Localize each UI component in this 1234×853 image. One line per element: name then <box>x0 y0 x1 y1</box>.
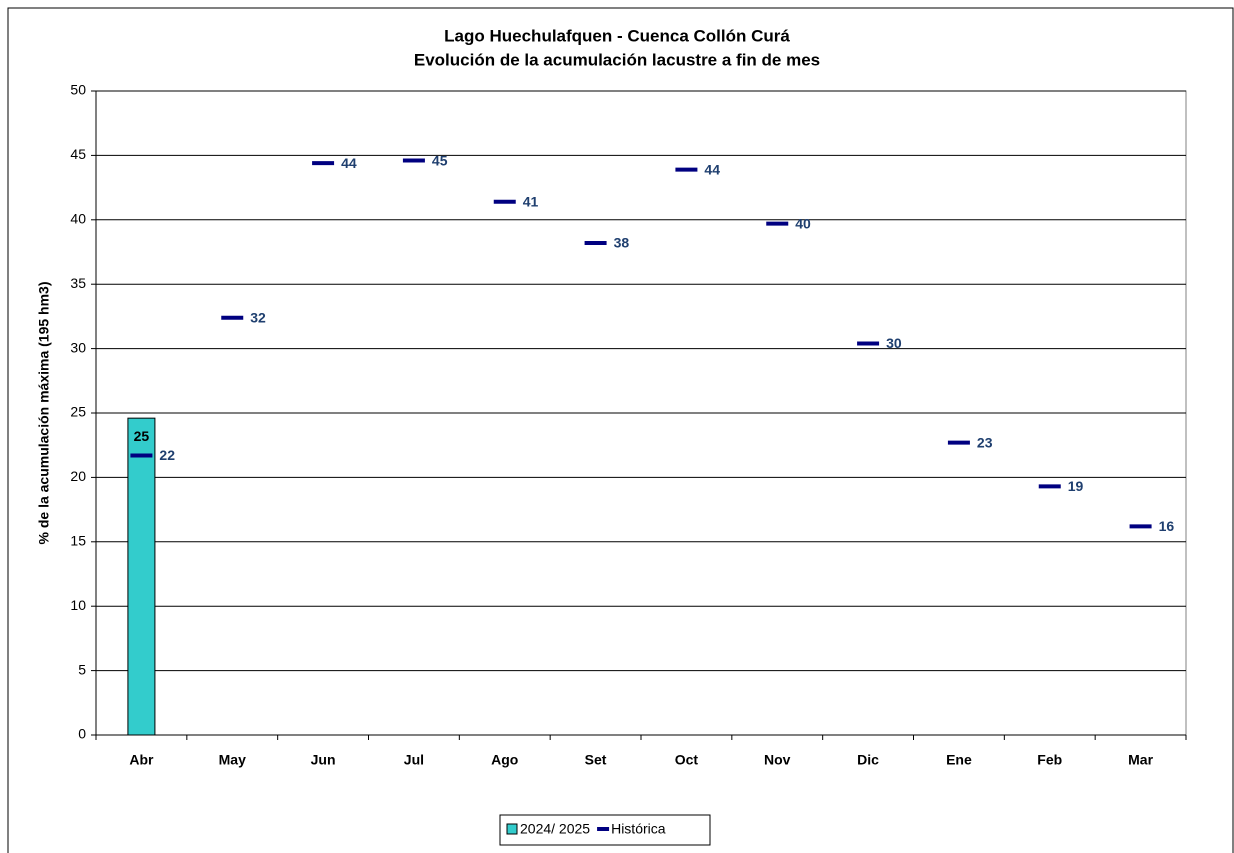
marker-value-label: 16 <box>1159 518 1175 534</box>
legend-label: Histórica <box>611 821 666 837</box>
y-tick-label: 45 <box>70 146 86 162</box>
marker-value-label: 30 <box>886 335 902 351</box>
x-tick-label: Oct <box>675 752 699 768</box>
marker-value-label: 41 <box>523 193 539 209</box>
y-axis-label: % de la acumulación máxima (195 hm3) <box>36 282 52 545</box>
x-tick-label: Dic <box>857 752 879 768</box>
x-tick-label: Jul <box>404 752 424 768</box>
legend-swatch <box>506 823 518 835</box>
x-tick-label: Jun <box>311 752 336 768</box>
y-tick-label: 20 <box>70 468 86 484</box>
y-tick-label: 5 <box>78 661 86 677</box>
marker-value-label: 44 <box>704 161 720 177</box>
x-tick-label: Set <box>585 752 607 768</box>
x-tick-label: May <box>219 752 246 768</box>
marker-value-label: 19 <box>1068 478 1084 494</box>
y-tick-label: 15 <box>70 533 86 549</box>
x-tick-label: Abr <box>129 752 154 768</box>
marker-value-label: 32 <box>250 309 266 325</box>
y-tick-label: 40 <box>70 211 86 227</box>
marker-value-label: 44 <box>341 155 357 171</box>
marker-value-label: 22 <box>159 447 175 463</box>
y-tick-label: 35 <box>70 275 86 291</box>
x-tick-label: Nov <box>764 752 791 768</box>
y-tick-label: 30 <box>70 339 86 355</box>
chart-subtitle: Evolución de la acumulación lacustre a f… <box>414 50 820 69</box>
marker-value-label: 45 <box>432 152 448 168</box>
bar <box>127 417 156 736</box>
marker-value-label: 23 <box>977 434 993 450</box>
x-tick-label: Feb <box>1037 752 1062 768</box>
marker-value-label: 40 <box>795 215 811 231</box>
y-tick-label: 25 <box>70 404 86 420</box>
chart-title: Lago Huechulafquen - Cuenca Collón Curá <box>444 26 790 45</box>
x-tick-label: Ene <box>946 752 972 768</box>
y-tick-label: 50 <box>70 82 86 98</box>
marker-value-label: 38 <box>614 235 630 251</box>
x-tick-label: Ago <box>491 752 518 768</box>
x-tick-label: Mar <box>1128 752 1153 768</box>
y-tick-label: 10 <box>70 597 86 613</box>
bar-value-label: 25 <box>134 428 150 444</box>
legend-label: 2024/ 2025 <box>520 821 590 837</box>
y-tick-label: 0 <box>78 726 86 742</box>
